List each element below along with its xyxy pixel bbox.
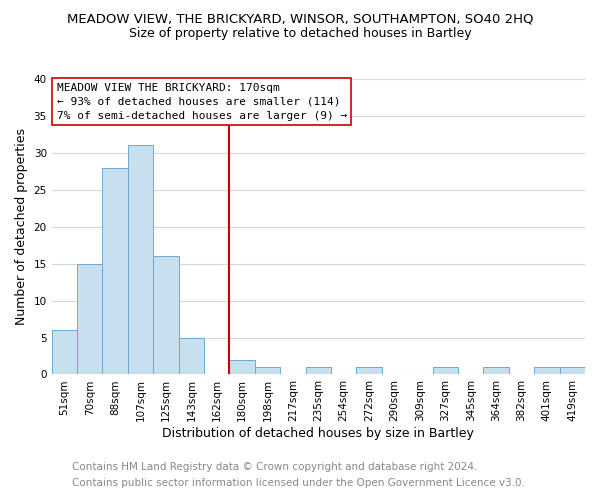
Y-axis label: Number of detached properties: Number of detached properties (15, 128, 28, 325)
Bar (560, 367, 585, 374)
Bar (534, 367, 560, 374)
Text: Contains public sector information licensed under the Open Government Licence v3: Contains public sector information licen… (72, 478, 525, 488)
Bar (179, 338, 204, 374)
Bar (484, 367, 509, 374)
Bar (229, 360, 255, 374)
Bar (356, 367, 382, 374)
Bar (77, 264, 103, 374)
Bar (52, 330, 77, 374)
Text: MEADOW VIEW, THE BRICKYARD, WINSOR, SOUTHAMPTON, SO40 2HQ: MEADOW VIEW, THE BRICKYARD, WINSOR, SOUT… (67, 12, 533, 26)
Text: MEADOW VIEW THE BRICKYARD: 170sqm
← 93% of detached houses are smaller (114)
7% : MEADOW VIEW THE BRICKYARD: 170sqm ← 93% … (57, 82, 347, 120)
Text: Contains HM Land Registry data © Crown copyright and database right 2024.: Contains HM Land Registry data © Crown c… (72, 462, 478, 472)
Text: Size of property relative to detached houses in Bartley: Size of property relative to detached ho… (128, 28, 472, 40)
Bar (255, 367, 280, 374)
X-axis label: Distribution of detached houses by size in Bartley: Distribution of detached houses by size … (163, 427, 474, 440)
Bar (433, 367, 458, 374)
Bar (153, 256, 179, 374)
Bar (128, 146, 153, 374)
Bar (103, 168, 128, 374)
Bar (305, 367, 331, 374)
